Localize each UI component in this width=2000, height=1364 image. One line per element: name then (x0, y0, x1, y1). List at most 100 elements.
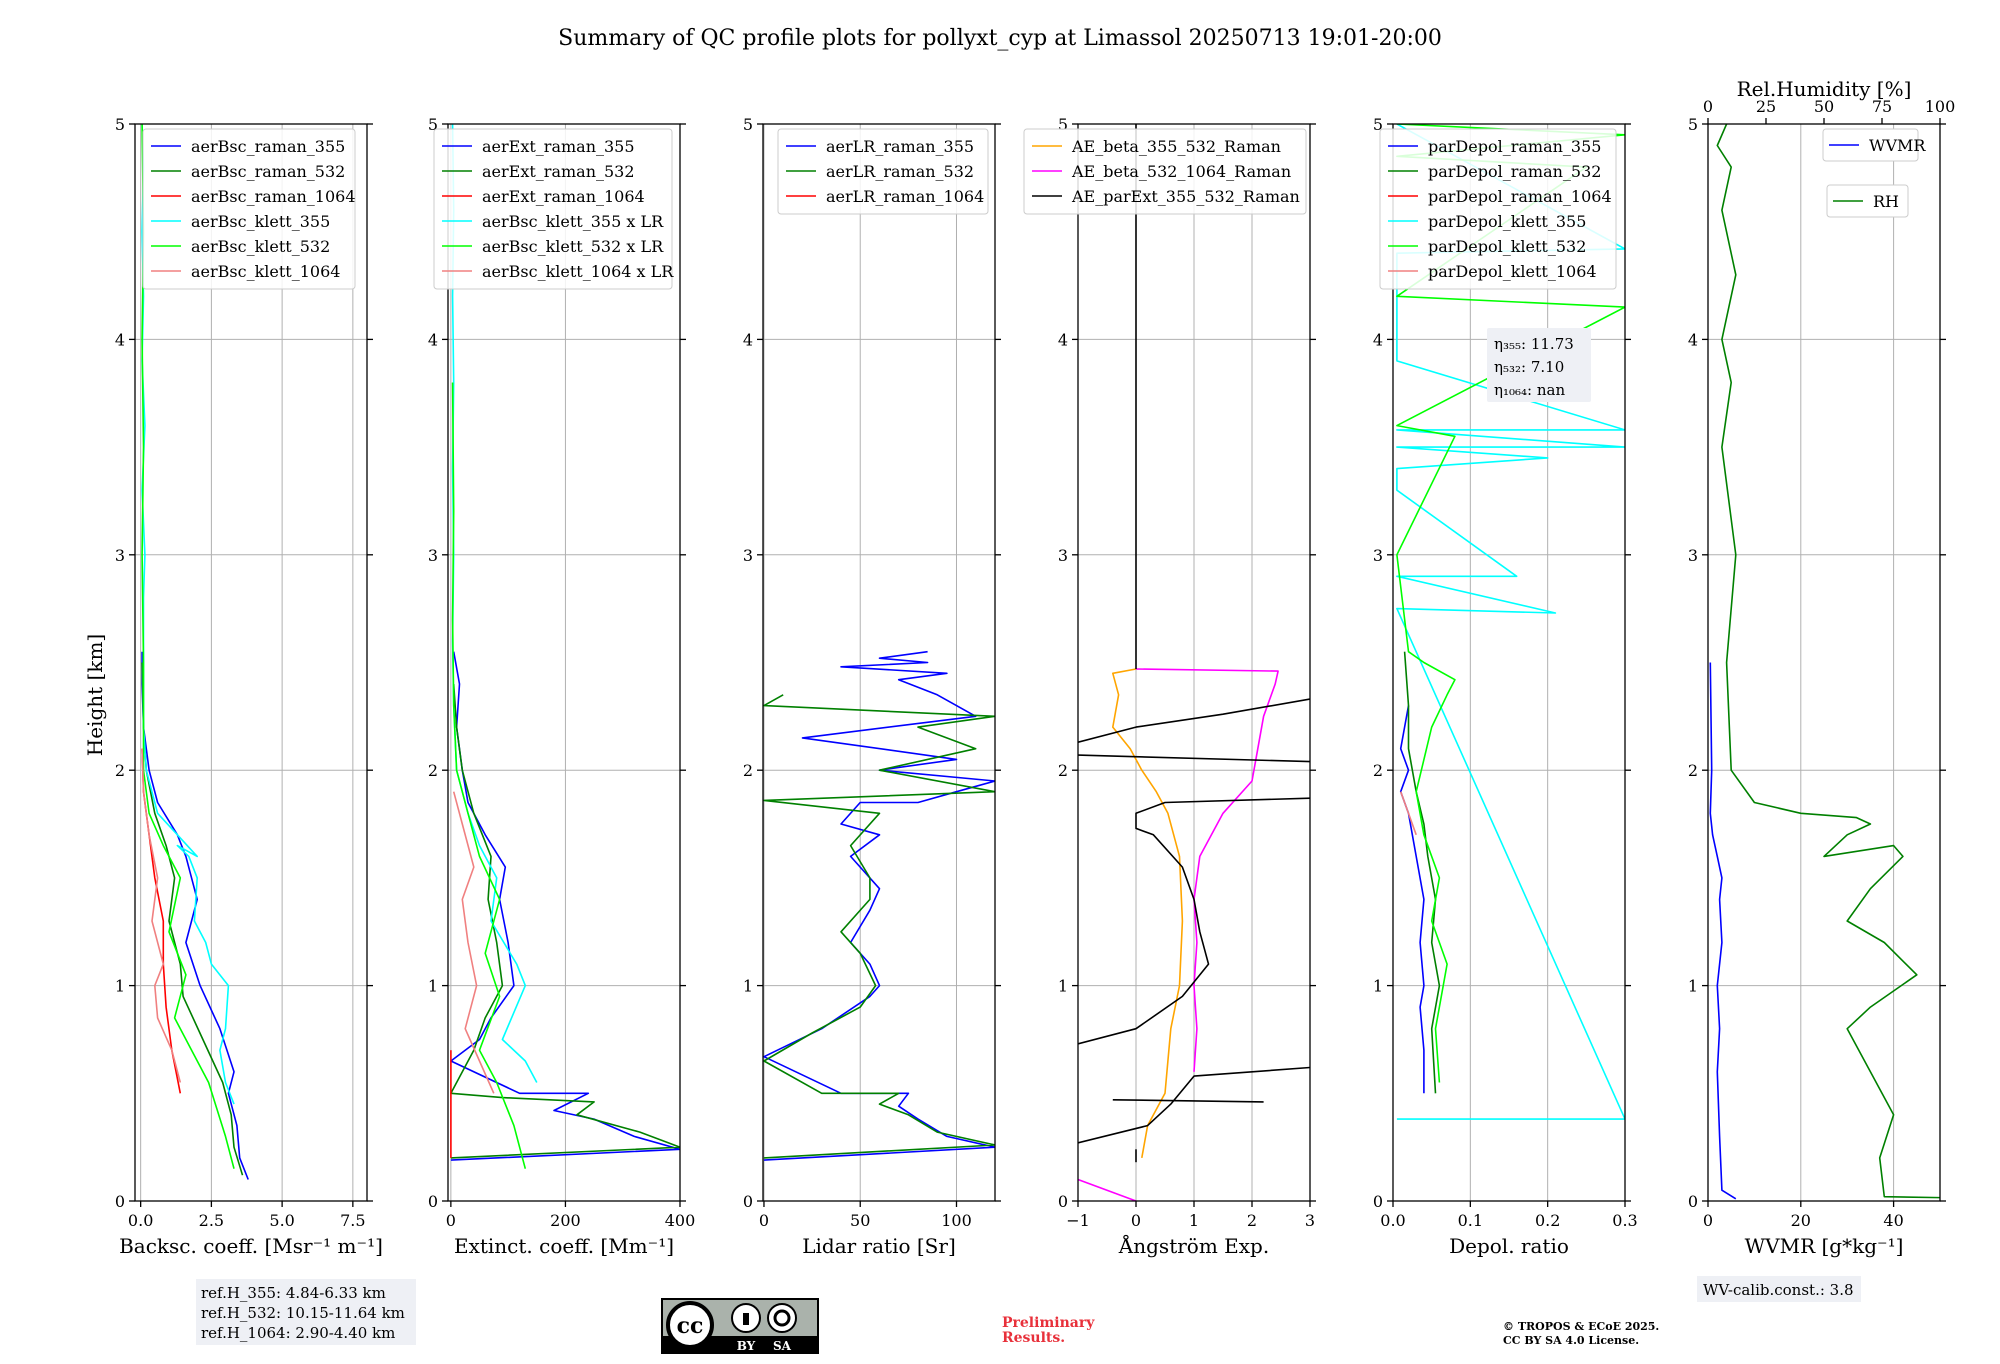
y-tick-label: 0 (115, 1192, 125, 1211)
y-tick-label: 4 (428, 330, 438, 349)
x-tick-label: 0 (1131, 1211, 1141, 1230)
y-tick-label: 0 (743, 1192, 753, 1211)
x2-tick-label: 0 (1703, 97, 1713, 116)
wv-calib-bg (1697, 1276, 1861, 1302)
legend-entry: aerBsc_klett_1064 x LR (482, 262, 674, 281)
legend-box (777, 128, 989, 215)
ref-h-355: ref.H_355: 4.84-6.33 km (201, 1284, 386, 1302)
x-tick-label: 5.0 (269, 1211, 294, 1230)
by-person-body (743, 1313, 749, 1325)
x-axis-label: WVMR [g*kg⁻¹] (1745, 1234, 1904, 1258)
series-line-aerBsc_klett_532 (141, 124, 235, 1169)
legend-entry: aerLR_raman_532 (826, 162, 974, 181)
x2-tick-label: 75 (1872, 97, 1892, 116)
y-tick-label: 2 (1373, 761, 1383, 780)
y-tick-label: 5 (1373, 115, 1383, 134)
series-line-parDepol_raman_532 (1403, 651, 1441, 1094)
x-tick-label: 400 (665, 1211, 696, 1230)
x-tick-label: 20 (1791, 1211, 1811, 1230)
legend-entry: aerBsc_raman_532 (191, 162, 345, 181)
series-line-aerBsc_raman_355 (141, 651, 249, 1180)
legend-box (433, 128, 673, 290)
panel-1: 0.0 2.5 5.0 7.5 0 1 2 3 4 5 Backsc. coeff. [Msr⁻¹ … (115, 115, 383, 1258)
y-tick-label: 4 (1058, 330, 1068, 349)
legend-entry: parDepol_raman_532 (1428, 162, 1601, 181)
legend-entry: parDepol_klett_1064 (1428, 262, 1597, 281)
axes-frame (134, 123, 368, 1202)
series-line-AE_parExt_355_532_Raman (1112, 1099, 1264, 1103)
y-tick-label: 0 (428, 1192, 438, 1211)
series-line-parDepol_klett_1064 (1399, 791, 1417, 836)
eta-532: η₅₃₂: 7.10 (1494, 358, 1564, 376)
legend: aerLR_raman_355 aerLR_raman_532 aerLR_rama… (777, 128, 989, 215)
wv-calib-box: WV-calib.const.: 3.8 (1697, 1276, 1861, 1302)
axes-frame (1707, 123, 1941, 1202)
legend: parDepol_raman_355 parDepol_raman_532 parD… (1379, 128, 1617, 290)
legend: AE_beta_355_532_Raman AE_beta_532_1064_Ra… (1023, 128, 1307, 215)
y-tick-label: 4 (115, 330, 125, 349)
legend-entry: aerExt_raman_532 (482, 162, 635, 181)
series-line-AE_parExt_355_532_Raman (1078, 754, 1310, 763)
axes-frame (762, 123, 996, 1202)
y-tick-label: 2 (743, 761, 753, 780)
copyright-line2: CC BY SA 4.0 License. (1503, 1334, 1639, 1347)
legend-entry: aerExt_raman_355 (482, 137, 635, 156)
legend-entry: aerExt_raman_1064 (482, 187, 645, 206)
legend-entry: aerLR_raman_1064 (826, 187, 984, 206)
cc-circle-icon (666, 1301, 714, 1349)
legend-entry: aerBsc_raman_355 (191, 137, 345, 156)
preliminary-line2: Results. (1002, 1330, 1065, 1346)
panel-3: 0 50 100 0 1 2 3 4 5 Lidar ratio [Sr] aerLR_raman_… (743, 115, 1001, 1258)
y-tick-label: 3 (115, 546, 125, 565)
eta-box: η₃₅₅: 11.73 η₅₃₂: 7.10 η₁₀₆₄: nan (1487, 328, 1591, 402)
axes-frame (1077, 123, 1311, 1202)
series-group (450, 124, 680, 1169)
series-line-parDepol_klett_355 (1396, 124, 1625, 1120)
axes-frame (447, 123, 681, 1202)
series-group (1078, 124, 1310, 1201)
y-tick-label: 4 (743, 330, 753, 349)
y-tick-label: 1 (743, 977, 753, 996)
legend-entry: aerBsc_raman_1064 (191, 187, 356, 206)
x-axis-label: Depol. ratio (1449, 1234, 1569, 1258)
y-tick-label: 3 (743, 546, 753, 565)
figure-title: Summary of QC profile plots for pollyxt_… (558, 26, 1442, 51)
x-tick-label: 1 (1189, 1211, 1199, 1230)
legend: WVMR RH (1822, 128, 1926, 218)
series-group (1709, 124, 1940, 1200)
x-tick-label: 100 (941, 1211, 972, 1230)
x-tick-label: 7.5 (340, 1211, 365, 1230)
x-tick-label: 0.3 (1612, 1211, 1637, 1230)
series-line-parDepol_raman_355 (1399, 705, 1425, 1094)
legend-box (1379, 128, 1617, 290)
legend-entry: aerBsc_klett_355 x LR (482, 212, 664, 231)
series-line-aerBsc_klett_1064 (141, 748, 182, 1083)
y-tick-label: 1 (1373, 977, 1383, 996)
y-tick-label: 3 (1373, 546, 1383, 565)
series-line-AE_beta_532_1064_Raman (1078, 1178, 1137, 1201)
series-group (763, 650, 995, 1161)
y-tick-label: 4 (1688, 330, 1698, 349)
axes-frame (1392, 123, 1626, 1202)
panel-2: 0 200 400 0 1 2 3 4 5 Extinct. coeff. [Mm⁻¹] aerEx… (428, 115, 695, 1258)
series-line-AE_parExt_355_532_Raman (1078, 797, 1310, 1045)
legend-box (1023, 128, 1307, 215)
legend: aerExt_raman_355 aerExt_raman_532 aerExt_r… (433, 128, 674, 290)
wv-calib-text: WV-calib.const.: 3.8 (1703, 1281, 1854, 1299)
legend-entry: parDepol_raman_1064 (1428, 187, 1612, 206)
legend-entry: aerBsc_klett_355 (191, 212, 330, 231)
x-tick-label: 0 (1703, 1211, 1713, 1230)
x-tick-label: 0 (446, 1211, 456, 1230)
ref-box-bg (196, 1279, 416, 1345)
x-tick-label: 0.0 (1380, 1211, 1405, 1230)
legend-entry: parDepol_klett_532 (1428, 237, 1586, 256)
legend-entry: parDepol_raman_355 (1428, 137, 1601, 156)
series-line-aerBsc_klett_532 x LR (451, 382, 527, 1169)
legend-entry: aerBsc_klett_532 x LR (482, 237, 664, 256)
series-line-RH (1716, 124, 1940, 1199)
preliminary-line1: Preliminary (1002, 1315, 1095, 1331)
x-axis-label: Extinct. coeff. [Mm⁻¹] (454, 1234, 674, 1258)
